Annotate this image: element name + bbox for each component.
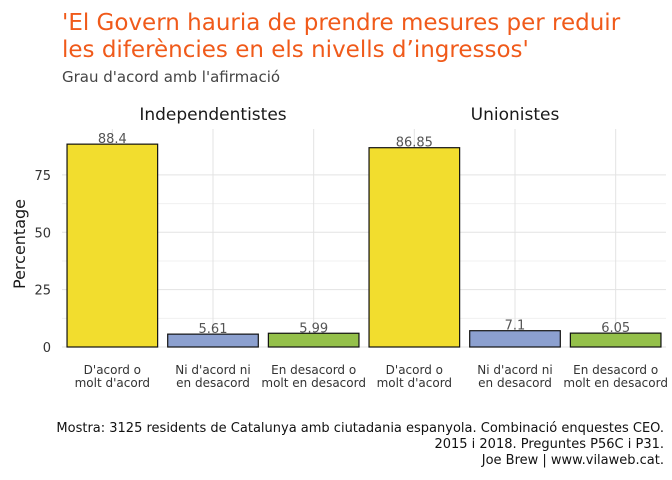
bars [66, 143, 662, 348]
bar [66, 143, 159, 348]
chart-subtitle: Grau d'acord amb l'afirmació [62, 68, 280, 86]
x-tick-label: molt d'acord [377, 376, 452, 390]
x-tick-label: en desacord [478, 376, 552, 390]
data-label: 6.05 [601, 321, 630, 336]
y-axis: 0 25 50 75 [34, 169, 51, 356]
x-tick-label: molt en desacord [261, 376, 366, 390]
x-tick-label: molt d'acord [75, 376, 150, 390]
caption: Mostra: 3125 residents de Catalunya amb … [56, 421, 664, 468]
bar [167, 333, 259, 348]
data-label: 5.61 [199, 322, 228, 337]
bar [569, 332, 662, 348]
data-label: 86.85 [396, 136, 433, 151]
data-label: 88.4 [98, 132, 127, 147]
data-label: 7.1 [505, 319, 526, 334]
x-tick-label: en desacord [176, 376, 250, 390]
y-tick-label: 75 [34, 169, 51, 184]
y-tick-label: 25 [34, 284, 51, 299]
x-tick-label: D'acord o [386, 363, 443, 377]
caption-line: 2015 i 2018. Preguntes P56C i P31. [434, 437, 664, 452]
chart-title-line: 'El Govern hauria de prendre mesures per… [62, 10, 621, 36]
facet-label: Unionistes [471, 105, 560, 125]
x-tick-label: Ni d'acord ni [477, 363, 552, 377]
y-axis-title: Percentage [10, 199, 29, 289]
data-label: 5.99 [299, 321, 328, 336]
chart-title: 'El Govern hauria de prendre mesures per… [62, 10, 621, 63]
x-tick-label: D'acord o [84, 363, 141, 377]
bar [368, 147, 461, 348]
bar [267, 332, 360, 348]
x-tick-label: En desacord o [573, 363, 658, 377]
data-labels: 88.4 5.61 5.99 86.85 7.1 6.05 [98, 132, 630, 337]
caption-line: Mostra: 3125 residents de Catalunya amb … [56, 421, 664, 436]
facet-label: Independentistes [139, 105, 286, 125]
x-tick-label: Ni d'acord ni [175, 363, 250, 377]
y-tick-label: 0 [43, 341, 51, 356]
bar [469, 330, 561, 348]
y-tick-label: 50 [34, 226, 51, 241]
x-tick-label: En desacord o [271, 363, 356, 377]
caption-line: Joe Brew | www.vilaweb.cat. [481, 453, 664, 468]
chart-title-line: les diferències en els nivells d’ingress… [62, 37, 529, 63]
facet-labels: Independentistes Unionistes [139, 105, 559, 125]
x-tick-label: molt en desacord [563, 376, 668, 390]
